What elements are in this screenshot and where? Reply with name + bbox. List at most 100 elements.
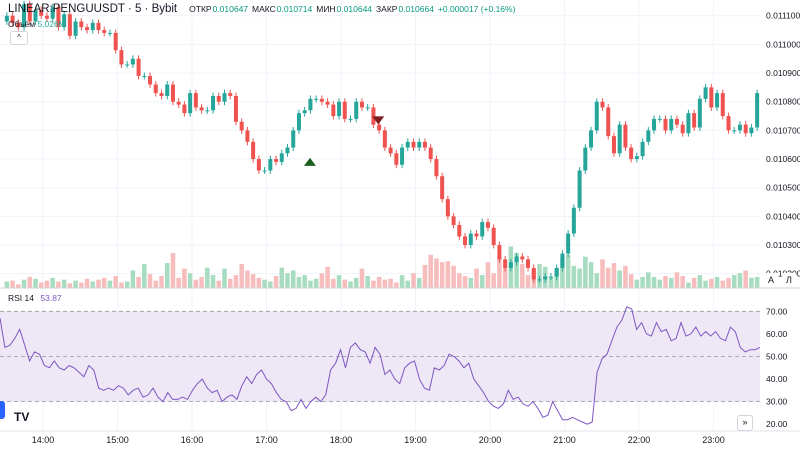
time-axis[interactable]: 14:00 15:00 16:00 17:00 18:00 19:00 20:00 21:00… xyxy=(32,435,725,445)
candle xyxy=(394,149,399,169)
candle xyxy=(405,138,410,152)
volume-bar xyxy=(233,275,239,288)
candle xyxy=(211,92,216,114)
volume-bar xyxy=(520,264,525,288)
time-tick-label: 20:00 xyxy=(479,435,502,445)
candle-body xyxy=(715,93,720,108)
candle xyxy=(222,89,227,106)
rsi-axis[interactable]: 70.00 60.00 50.00 40.00 30.00 20.00 xyxy=(766,306,788,429)
candle-body xyxy=(548,276,553,278)
candle xyxy=(382,126,387,152)
volume-bar xyxy=(525,275,531,288)
legend-header: LINEAR:PENGUUSDT · 5 · Bybit ОТКР 0.0106… xyxy=(8,3,515,15)
candle-body xyxy=(537,279,542,281)
volume-bar xyxy=(514,252,519,288)
candle-body xyxy=(726,116,731,131)
candle xyxy=(548,273,553,280)
candle xyxy=(16,19,21,31)
candle-body xyxy=(520,256,525,260)
side-panel-handle[interactable] xyxy=(0,401,5,419)
rsi-legend[interactable]: RSI 14 53.87 xyxy=(8,293,62,303)
collapse-legend-button[interactable]: ^ xyxy=(10,31,28,45)
candle-body xyxy=(291,130,296,148)
tradingview-logo[interactable]: TV xyxy=(14,410,30,424)
candle-body xyxy=(268,159,273,171)
candle-body xyxy=(657,118,662,120)
candle xyxy=(148,72,153,88)
volume-bar xyxy=(646,272,651,288)
candle xyxy=(537,275,542,283)
volume-bar xyxy=(399,275,405,288)
candle-body xyxy=(314,98,319,100)
volume-bar xyxy=(617,270,622,288)
volume-bar xyxy=(422,264,428,288)
candle-body xyxy=(377,124,382,131)
candle xyxy=(463,232,468,249)
price-tick-label: 0.011100 xyxy=(766,11,800,21)
volume-bar xyxy=(90,281,96,288)
candle-body xyxy=(611,136,616,154)
candle-body xyxy=(62,14,67,28)
time-tick-label: 17:00 xyxy=(255,435,278,445)
candle-body xyxy=(148,75,153,85)
candle-body xyxy=(50,7,55,19)
candle-body xyxy=(337,101,342,117)
volume-bar xyxy=(348,281,353,288)
sell-marker[interactable] xyxy=(372,116,385,125)
volume-bar xyxy=(38,282,44,288)
candle xyxy=(497,241,502,263)
candle xyxy=(468,230,473,249)
candle-body xyxy=(296,113,301,131)
volume-bar xyxy=(319,273,325,288)
high-value: 0.010714 xyxy=(276,4,313,14)
candle-body xyxy=(251,141,256,160)
buy-marker[interactable] xyxy=(303,157,316,166)
volume-bar xyxy=(182,268,187,288)
candle-body xyxy=(428,147,433,160)
volume-label: Объём xyxy=(8,19,36,29)
open-value: 0.010647 xyxy=(212,4,249,14)
candle xyxy=(737,121,742,134)
candle-body xyxy=(102,30,107,33)
close-value: 0.010664 xyxy=(398,4,434,14)
candle-body xyxy=(709,87,714,108)
candle xyxy=(205,106,210,114)
candle-body xyxy=(262,170,267,172)
candle xyxy=(715,89,720,111)
volume-bar xyxy=(285,273,290,288)
log-scale-button[interactable]: Л xyxy=(782,273,796,287)
candle-body xyxy=(600,101,605,108)
goto-realtime-button[interactable]: » xyxy=(737,415,753,431)
candle xyxy=(182,101,187,117)
candle-body xyxy=(503,259,508,268)
volume-bar xyxy=(21,279,27,288)
candle-body xyxy=(411,141,416,148)
volume-bar xyxy=(142,264,147,288)
auto-scale-button[interactable]: A xyxy=(764,273,778,287)
candle-body xyxy=(10,15,15,23)
candle-body xyxy=(205,110,210,112)
volume-legend[interactable]: Объём 5.026M xyxy=(8,19,66,29)
candle-body xyxy=(85,27,90,31)
candle xyxy=(674,115,679,129)
candle xyxy=(589,126,594,152)
symbol-title[interactable]: LINEAR:PENGUUSDT · 5 · Bybit xyxy=(8,3,178,15)
rsi-tick-label: 20.00 xyxy=(766,419,788,429)
candle-body xyxy=(233,95,238,122)
candle xyxy=(400,144,405,169)
candle-body xyxy=(417,141,422,148)
candle xyxy=(337,98,342,120)
candle-body xyxy=(216,95,221,102)
price-axis[interactable]: 0.011100 0.011000 0.010900 0.010800 0.010700… xyxy=(766,11,800,279)
volume-bar xyxy=(497,256,502,288)
volume-bar xyxy=(594,273,600,288)
candle xyxy=(485,218,490,232)
candle-body xyxy=(560,253,565,268)
candle xyxy=(594,98,599,134)
time-tick-label: 18:00 xyxy=(330,435,353,445)
volume-bar xyxy=(193,279,199,288)
candle-body xyxy=(680,124,685,134)
volume-bar xyxy=(731,275,737,288)
volume-bar xyxy=(313,278,319,288)
